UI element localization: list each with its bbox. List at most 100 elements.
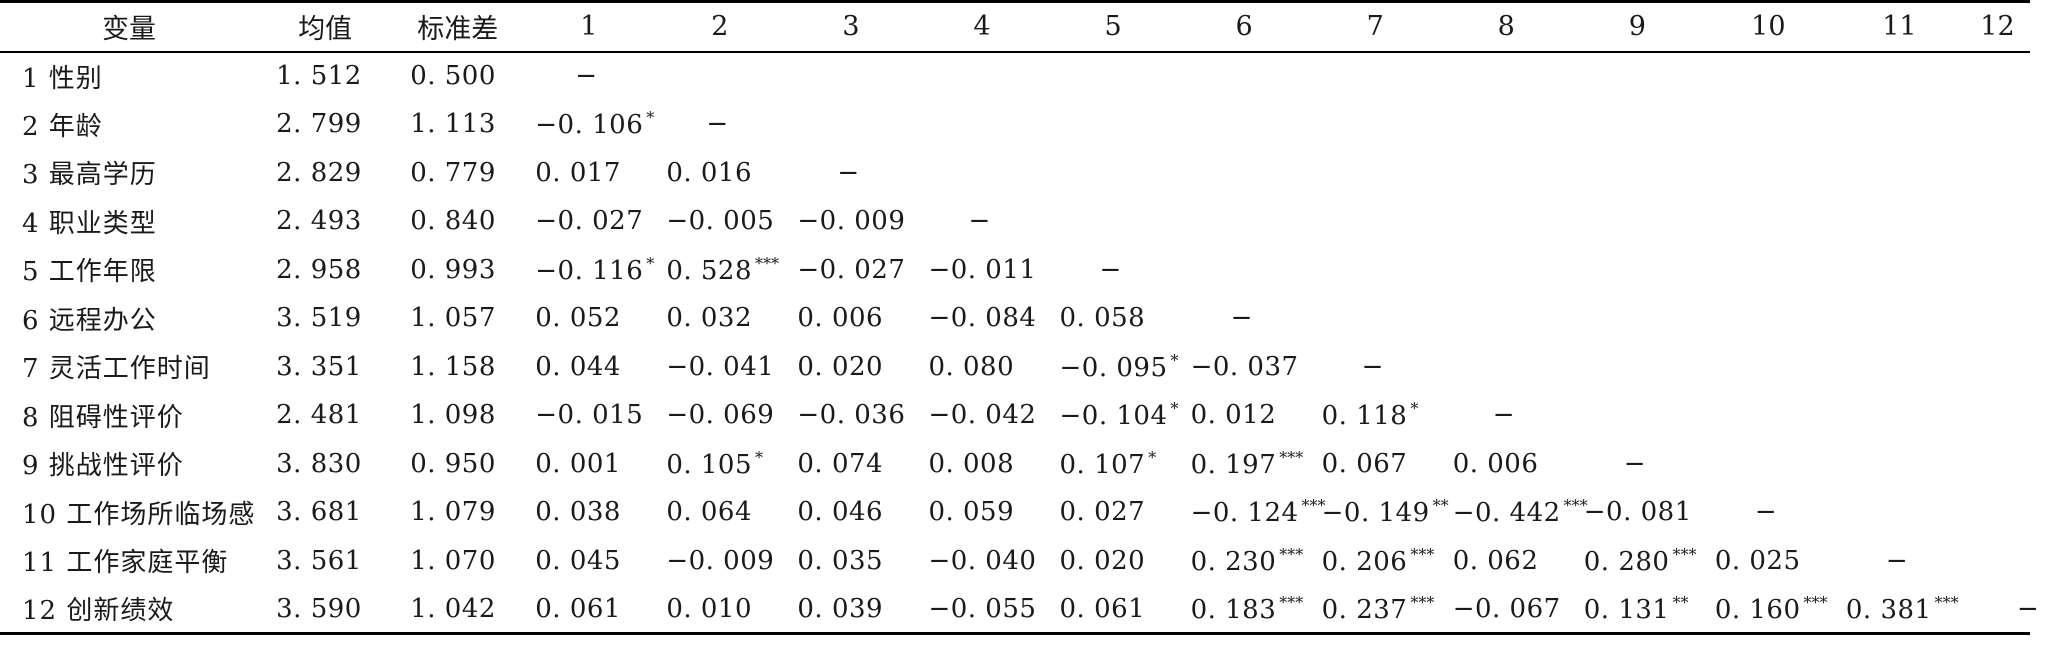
table-row: 8 阻碍性评价 2. 481 1. 098 −0. 015 −0. 069 −0. 036… — [0, 391, 2030, 440]
sd-value: 1. 079 — [410, 497, 496, 528]
significance-marker: *** — [1563, 496, 1588, 516]
empty-cell — [1834, 440, 1965, 489]
significance-marker: * — [1170, 399, 1179, 419]
correlation-cell: 0. 006 — [785, 294, 916, 343]
correlation-value: −0. 055 — [928, 593, 1037, 624]
header-col-11: 11 — [1833, 0, 1965, 53]
diagonal-cell: − — [654, 100, 785, 149]
correlation-cell: 0. 197 *** — [1179, 440, 1310, 489]
correlation-value: 0. 183 — [1190, 594, 1277, 625]
correlation-cell: 0. 008 — [916, 440, 1047, 489]
significance-marker: ** — [1672, 592, 1689, 612]
correlation-cell: 0. 118 * — [1310, 391, 1441, 440]
correlation-cell: 0. 038 — [523, 488, 654, 537]
empty-cell — [1179, 246, 1310, 295]
empty-cell — [1441, 100, 1572, 149]
correlation-value: 0. 017 — [535, 157, 621, 188]
correlation-value: −0. 037 — [1190, 351, 1299, 382]
mean-value: 2. 829 — [276, 157, 362, 188]
correlation-cell: −0. 069 — [654, 391, 785, 440]
mean-value: 3. 590 — [258, 585, 393, 635]
correlation-cell: 0. 064 — [654, 488, 785, 537]
correlation-cell: −0. 084 — [916, 294, 1047, 343]
diagonal-cell: − — [1703, 488, 1834, 537]
correlation-value: −0. 149 — [1321, 498, 1430, 529]
table-body: 1 性别 1. 512 0. 500 − 2 年龄 2. 799 1. 113 −0. 106… — [0, 52, 2039, 635]
correlation-cell: −0. 027 — [523, 197, 654, 246]
header-col-10: 10 — [1702, 0, 1834, 53]
significance-marker: *** — [1279, 592, 1304, 612]
empty-cell — [1441, 343, 1572, 392]
correlation-cell: −0. 442 *** — [1441, 488, 1588, 537]
correlation-value: 0. 528 — [666, 255, 753, 286]
significance-marker: * — [1170, 350, 1179, 370]
empty-cell — [1310, 294, 1441, 343]
empty-cell — [1834, 100, 1965, 149]
empty-cell — [1703, 246, 1834, 295]
significance-marker: *** — [1410, 592, 1435, 612]
correlation-value: 0. 118 — [1321, 401, 1408, 432]
diagonal-dash: − — [1754, 497, 1778, 528]
significance-marker: *** — [755, 253, 780, 273]
diagonal-cell: − — [1834, 537, 1965, 586]
sd-value: 1. 042 — [392, 585, 524, 635]
empty-cell — [1572, 391, 1703, 440]
correlation-value: −0. 009 — [797, 206, 906, 237]
significance-marker: ** — [1432, 496, 1449, 516]
correlation-cell: −0. 106 * — [523, 100, 654, 149]
correlation-cell: −0. 149 ** — [1310, 488, 1449, 537]
table-row: 6 远程办公 3. 519 1. 057 0. 052 0. 032 0. 006 −0. … — [0, 294, 2030, 343]
correlation-value: 0. 105 — [666, 449, 753, 480]
empty-cell — [916, 100, 1047, 149]
correlation-cell: 0. 107 * — [1048, 440, 1179, 489]
empty-cell — [1965, 343, 2030, 392]
correlation-cell: 0. 061 — [1047, 585, 1179, 635]
empty-cell — [1310, 52, 1441, 101]
significance-marker: *** — [1672, 544, 1697, 564]
empty-cell — [785, 100, 916, 149]
correlation-value: −0. 084 — [928, 303, 1037, 334]
correlation-value: 0. 045 — [535, 545, 621, 576]
correlation-value: 0. 001 — [535, 448, 621, 479]
correlation-value: −0. 027 — [797, 254, 906, 285]
empty-cell — [1572, 149, 1703, 198]
diagonal-cell: − — [1179, 294, 1310, 343]
correlation-cell: 0. 183 *** — [1178, 585, 1310, 635]
empty-cell — [1834, 246, 1965, 295]
correlation-cell: −0. 027 — [785, 246, 916, 295]
empty-cell — [1572, 246, 1703, 295]
sd-value: 1. 113 — [410, 109, 496, 140]
correlation-value: −0. 042 — [928, 400, 1037, 431]
diagonal-dash: − — [837, 157, 860, 188]
diagonal-dash: − — [706, 109, 729, 140]
correlation-cell: −0. 009 — [785, 197, 916, 246]
empty-cell — [916, 52, 1047, 101]
empty-cell — [1572, 100, 1703, 149]
empty-cell — [1703, 149, 1834, 198]
correlation-value: −0. 027 — [535, 206, 644, 237]
diagonal-dash: − — [1623, 448, 1647, 479]
header-col-5: 5 — [1047, 0, 1179, 53]
empty-cell — [1965, 488, 2030, 537]
correlation-cell: −0. 040 — [916, 537, 1047, 586]
mean-value: 1. 512 — [276, 61, 362, 92]
correlation-cell: 0. 020 — [1048, 537, 1179, 586]
correlation-value: 0. 046 — [797, 497, 884, 528]
sd-value: 1. 098 — [410, 400, 496, 431]
correlation-value: 0. 039 — [797, 593, 884, 624]
correlation-cell: 0. 010 — [654, 585, 786, 635]
correlation-value: 0. 006 — [1452, 448, 1539, 479]
correlation-value: 0. 035 — [797, 545, 884, 576]
correlation-cell: 0. 058 — [1048, 294, 1179, 343]
sd-value: 1. 070 — [410, 545, 496, 576]
correlation-value: 0. 074 — [797, 448, 884, 479]
empty-cell — [1703, 294, 1834, 343]
table-row: 9 挑战性评价 3. 830 0. 950 0. 001 0. 105 * 0. 074 0.… — [0, 440, 2030, 489]
correlation-value: 0. 020 — [1059, 545, 1146, 576]
table-row: 4 职业类型 2. 493 0. 840 −0. 027 −0. 005 −0. 009 − — [0, 197, 2030, 246]
correlation-cell: −0. 037 — [1179, 343, 1310, 392]
table-row: 2 年龄 2. 799 1. 113 −0. 106 * − — [0, 100, 2030, 149]
correlation-value: 0. 052 — [535, 303, 621, 334]
mean-value: 3. 351 — [276, 351, 362, 382]
header-mean: 均值 — [258, 0, 393, 53]
